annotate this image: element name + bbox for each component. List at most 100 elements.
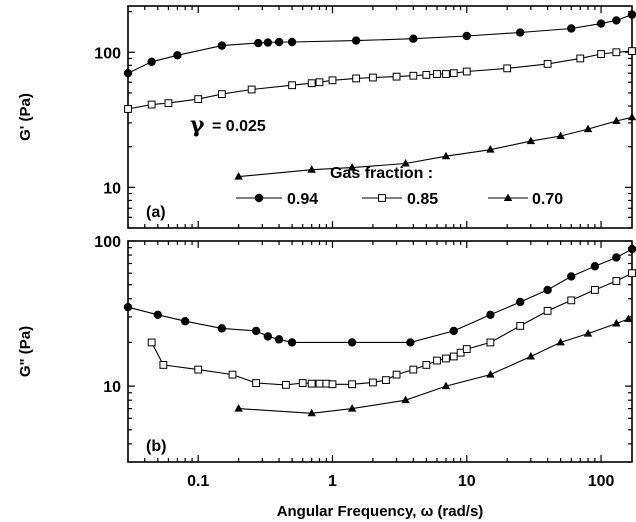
data-point <box>486 145 495 153</box>
panel-label: (b) <box>146 438 166 455</box>
legend-title: Gas fraction : <box>330 165 433 182</box>
data-point <box>526 351 536 360</box>
data-point <box>217 324 227 333</box>
data-point <box>433 70 441 78</box>
data-point <box>556 131 565 139</box>
data-point <box>164 99 173 108</box>
x-tick-label: 10 <box>458 473 476 490</box>
data-point <box>307 165 316 173</box>
data-point <box>628 269 636 278</box>
data-point <box>612 16 621 25</box>
data-point <box>194 95 203 103</box>
data-point <box>543 306 552 315</box>
series-0.70 <box>234 112 636 180</box>
legend-item-0.85: 0.85 <box>362 191 438 208</box>
series-line <box>238 116 633 178</box>
data-point <box>217 90 226 99</box>
data-point <box>352 74 361 83</box>
data-point <box>516 321 525 330</box>
legend: Gas fraction : 0.94 0.85 0.70 <box>236 165 563 208</box>
data-point <box>234 172 243 180</box>
data-point <box>612 48 621 57</box>
data-point <box>254 38 263 48</box>
data-point <box>627 10 636 19</box>
y-tick-label: 100 <box>94 45 121 62</box>
legend-label: 0.94 <box>287 191 318 208</box>
series-0.94 <box>123 10 636 78</box>
data-point <box>486 370 495 378</box>
data-point <box>442 354 450 363</box>
data-point <box>486 310 495 320</box>
data-point <box>194 365 203 374</box>
data-point <box>123 302 133 312</box>
legend-item-0.70: 0.70 <box>488 191 563 208</box>
plot-frame <box>127 240 633 463</box>
data-point <box>392 370 401 379</box>
data-point <box>382 376 390 385</box>
data-point <box>409 34 418 43</box>
data-point <box>516 297 525 307</box>
data-point <box>401 159 410 167</box>
data-point <box>247 85 256 94</box>
data-point <box>422 70 431 79</box>
series-line <box>127 248 633 343</box>
data-point <box>612 319 621 327</box>
data-point <box>612 277 621 285</box>
data-point <box>612 253 621 262</box>
data-point <box>315 379 324 388</box>
data-point <box>486 338 495 347</box>
data-point <box>567 24 576 33</box>
data-point <box>287 338 297 347</box>
series-0.85 <box>147 269 636 389</box>
data-point <box>583 329 593 337</box>
data-point <box>217 41 227 50</box>
gamma-symbol: γ <box>190 112 205 138</box>
y-axis-title: G" (Pa) <box>17 326 34 377</box>
data-point <box>392 72 401 81</box>
series-0.85 <box>124 47 636 113</box>
data-point <box>234 404 243 412</box>
data-point <box>307 379 316 388</box>
data-point <box>567 272 576 281</box>
data-point <box>251 326 261 336</box>
data-point <box>596 19 606 28</box>
data-point <box>180 317 190 326</box>
data-point <box>627 244 636 254</box>
data-point <box>567 296 576 305</box>
legend-label: 0.70 <box>532 191 563 208</box>
data-point <box>274 335 284 344</box>
data-point <box>147 100 156 109</box>
panel-a: 10 100 G' (Pa) (a) γ = 0.025 Gas fraction : 0.9… <box>17 5 636 229</box>
x-tick-label: 0.1 <box>187 473 209 490</box>
data-point <box>449 352 458 361</box>
y-axis-title: G' (Pa) <box>17 93 34 141</box>
data-point <box>348 380 357 389</box>
data-point <box>369 378 377 387</box>
legend-marker <box>378 194 386 202</box>
data-point <box>328 380 337 389</box>
series-line <box>127 50 633 110</box>
data-point <box>441 151 451 160</box>
x-tick-label: 100 <box>588 473 615 490</box>
data-point <box>462 67 471 76</box>
data-point <box>315 78 324 87</box>
legend-label: 0.85 <box>407 191 438 208</box>
data-point <box>124 105 132 113</box>
data-point <box>307 408 316 417</box>
y-tick-label: 10 <box>103 379 121 396</box>
series-line <box>127 14 633 74</box>
legend-marker <box>254 193 264 203</box>
data-point <box>406 338 415 347</box>
data-point <box>347 338 357 347</box>
data-point <box>628 47 636 55</box>
data-point <box>263 332 273 341</box>
chart-panels: 10 100 G' (Pa) (a) γ = 0.025 Gas fraction : 0.9… <box>17 5 636 520</box>
data-point <box>153 310 162 320</box>
series-0.94 <box>123 244 636 347</box>
data-point <box>583 124 593 133</box>
x-axis-title: Angular Frequency, ω (rad/s) <box>277 503 484 520</box>
data-point <box>288 81 296 90</box>
legend-marker <box>503 193 513 201</box>
data-point <box>597 50 605 58</box>
